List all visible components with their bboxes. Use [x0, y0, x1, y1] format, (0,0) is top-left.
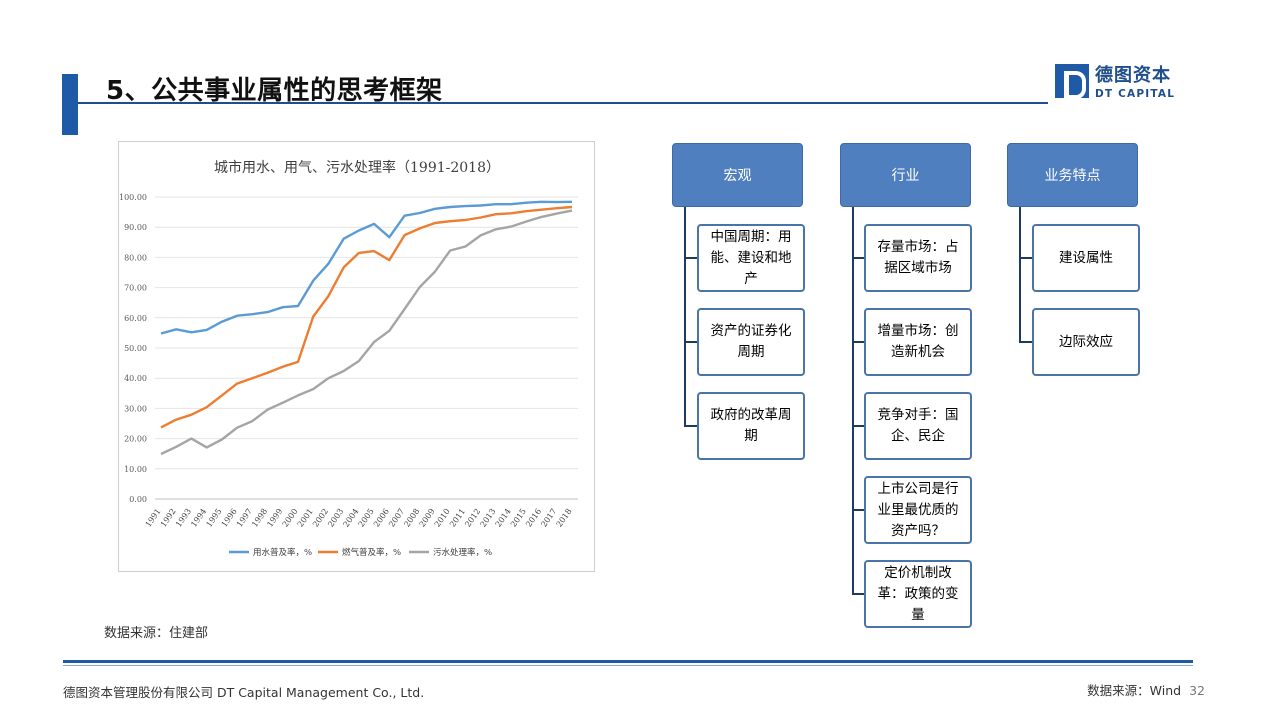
legend-label: 用水普及率，% [253, 547, 312, 558]
framework-item: 定价机制改革：政策的变量 [864, 560, 972, 628]
framework-header-1: 行业 [840, 143, 971, 207]
framework-item: 政府的改革周期 [697, 392, 805, 460]
legend-label: 燃气普及率，% [342, 547, 401, 558]
title-divider [78, 102, 1048, 104]
logo-cn-text: 德图资本 [1095, 65, 1171, 86]
framework-item: 建设属性 [1032, 224, 1140, 292]
slide-title: 5、公共事业属性的思考框架 [106, 76, 443, 106]
y-tick-label: 70.00 [124, 284, 147, 293]
y-tick-label: 90.00 [124, 223, 147, 232]
framework-connector-horizontal [684, 257, 697, 259]
logo-d-icon [1055, 63, 1089, 99]
y-tick-label: 80.00 [124, 253, 147, 262]
logo-en-text: DT CAPITAL [1095, 88, 1176, 100]
y-tick-label: 0.00 [129, 495, 147, 504]
chart-source-note: 数据来源：住建部 [104, 626, 209, 641]
framework-connector-vertical [1019, 207, 1021, 343]
framework-item: 中国周期：用能、建设和地产 [697, 224, 805, 292]
footer-divider-thin [63, 665, 1193, 666]
y-tick-label: 40.00 [124, 374, 147, 383]
framework-item: 边际效应 [1032, 308, 1140, 376]
framework-item: 资产的证券化周期 [697, 308, 805, 376]
framework-header-0: 宏观 [672, 143, 803, 207]
y-tick-label: 50.00 [124, 344, 147, 353]
series-line-2 [160, 209, 573, 456]
series-line-0 [160, 200, 573, 335]
chart-title: 城市用水、用气、污水处理率（1991-2018） [214, 159, 500, 176]
framework-connector-horizontal [684, 341, 697, 343]
x-tick-label: 2008 [402, 507, 421, 529]
company-logo: 德图资本 DT CAPITAL [1055, 61, 1175, 100]
x-tick-label: 2018 [555, 507, 574, 529]
framework-connector-horizontal [684, 425, 697, 427]
footer-divider [63, 660, 1193, 663]
y-tick-label: 10.00 [124, 465, 147, 474]
x-tick-label: 2004 [341, 507, 360, 529]
framework-header-2: 业务特点 [1007, 143, 1138, 207]
framework-item: 增量市场：创造新机会 [864, 308, 972, 376]
framework-connector-horizontal [852, 257, 864, 259]
x-tick-label: 1991 [144, 507, 163, 529]
x-tick-label: 2017 [539, 507, 558, 529]
y-tick-label: 20.00 [124, 435, 147, 444]
x-tick-label: 2000 [281, 507, 300, 529]
framework-connector-horizontal [852, 341, 864, 343]
framework-connector-horizontal [852, 425, 864, 427]
footer-source-text: 数据来源：Wind [1087, 683, 1182, 698]
title-accent-bar [62, 74, 78, 135]
series-line-1 [160, 205, 573, 429]
page-number: 32 [1189, 683, 1205, 698]
x-tick-label: 2009 [418, 507, 437, 529]
y-tick-label: 30.00 [124, 404, 147, 413]
x-tick-label: 1995 [204, 507, 223, 529]
y-tick-label: 60.00 [124, 314, 147, 323]
framework-connector-vertical [684, 207, 686, 427]
line-chart: 城市用水、用气、污水处理率（1991-2018） 0.00 10.00 20.00 30… [118, 141, 595, 572]
framework-connector-vertical [852, 207, 854, 595]
x-tick-label: 1999 [265, 507, 284, 529]
line-chart-svg: 城市用水、用气、污水处理率（1991-2018） 0.00 10.00 20.00 30… [119, 159, 578, 558]
framework-connector-horizontal [852, 509, 864, 511]
framework-item: 存量市场：占据区域市场 [864, 224, 972, 292]
framework-item: 竞争对手：国企、民企 [864, 392, 972, 460]
framework-item: 上市公司是行业里最优质的资产吗？ [864, 476, 972, 544]
footer-company: 德图资本管理股份有限公司 DT Capital Management Co., … [63, 685, 425, 700]
x-tick-label: 2013 [478, 507, 497, 529]
legend-label: 污水处理率，% [433, 547, 492, 558]
framework-connector-horizontal [1019, 257, 1032, 259]
framework-connector-horizontal [1019, 341, 1032, 343]
framework-connector-horizontal [852, 593, 864, 595]
footer-source: 数据来源：Wind 32 [1087, 680, 1205, 699]
y-tick-label: 100.00 [119, 193, 147, 202]
